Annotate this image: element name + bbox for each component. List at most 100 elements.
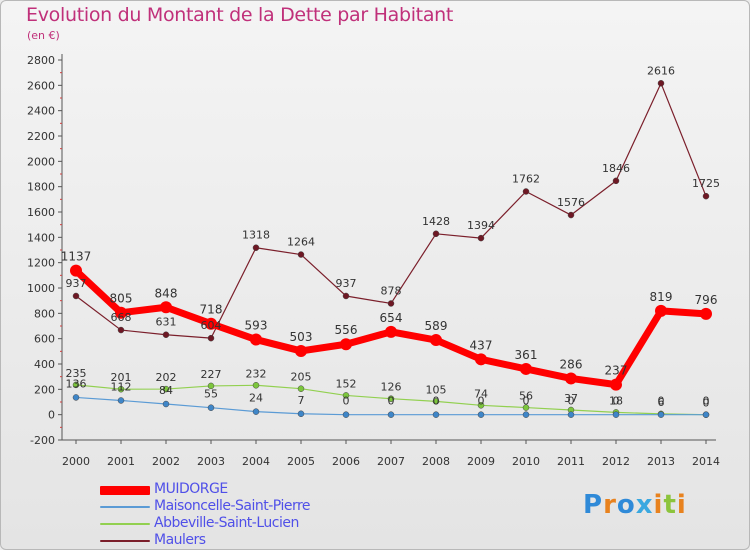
data-point: [342, 392, 350, 399]
data-label: 0: [523, 395, 530, 408]
data-label: 202: [156, 371, 177, 384]
data-label: 604: [201, 319, 222, 332]
data-label: 668: [111, 311, 132, 324]
data-point: [477, 234, 485, 242]
chart-subtitle: (en €): [27, 29, 60, 42]
x-tick-label: 2007: [377, 455, 405, 468]
data-point: [297, 251, 305, 258]
data-point: [72, 381, 80, 389]
data-label: 1318: [242, 229, 270, 242]
data-point: [520, 362, 532, 375]
data-label: 1576: [557, 196, 585, 209]
data-point: [117, 385, 125, 393]
x-tick-label: 2001: [107, 455, 135, 468]
data-label: 56: [519, 390, 533, 403]
logo-letter: x: [635, 490, 654, 520]
x-tick-label: 2003: [197, 455, 225, 468]
data-label: 37: [564, 392, 578, 405]
data-point: [477, 411, 485, 418]
data-label: 201: [111, 371, 132, 384]
y-tick-label: -200: [30, 434, 55, 447]
data-label: 2616: [647, 64, 675, 77]
data-point: [432, 411, 440, 418]
data-label: 589: [425, 319, 448, 333]
data-point: [565, 372, 577, 385]
legend-swatch: [100, 506, 150, 508]
data-point: [117, 397, 125, 404]
data-label: 205: [291, 371, 312, 384]
y-tick-label: 2400: [27, 105, 55, 118]
data-label: 819: [650, 290, 673, 304]
data-point: [207, 382, 215, 390]
data-label: 152: [336, 377, 357, 390]
data-label: 18: [609, 394, 623, 407]
y-tick-label: 400: [34, 358, 55, 371]
data-label: 0: [478, 395, 485, 408]
y-tick-label: 1000: [27, 282, 55, 295]
x-tick-label: 2012: [602, 455, 630, 468]
data-label: 437: [470, 338, 493, 352]
logo-letter: P: [583, 490, 604, 520]
legend-swatch: [100, 523, 150, 525]
chart-legend: MUIDORGE Maisoncelle-Saint-Pierre Abbevill…: [100, 481, 360, 550]
data-point: [657, 411, 665, 418]
x-tick-label: 2006: [332, 455, 360, 468]
data-label: 232: [246, 367, 267, 380]
y-tick-label: 0: [48, 409, 55, 422]
data-label: 937: [336, 277, 357, 290]
legend-label: MUIDORGE: [154, 481, 228, 497]
x-tick-label: 2014: [692, 455, 720, 468]
y-tick-label: 800: [34, 307, 55, 320]
data-label: 84: [159, 384, 173, 397]
data-point: [612, 411, 620, 418]
data-label: 0: [703, 395, 710, 408]
data-label: 136: [66, 377, 87, 390]
data-label: 848: [155, 286, 178, 300]
data-point: [250, 333, 262, 346]
data-label: 0: [568, 395, 575, 408]
data-label: 1846: [602, 162, 630, 175]
data-point: [432, 230, 440, 238]
data-point: [207, 404, 215, 411]
data-label: 235: [66, 367, 87, 380]
data-point: [387, 300, 395, 307]
data-label: 1137: [61, 250, 92, 264]
data-label: 1428: [422, 215, 450, 228]
data-label: 0: [658, 395, 665, 408]
data-point: [72, 394, 80, 401]
data-label: 718: [200, 303, 223, 317]
data-label: 0: [703, 397, 710, 410]
legend-label: Abbeville-Saint-Lucien: [154, 515, 299, 531]
data-label: 556: [335, 323, 358, 337]
y-tick-label: 600: [34, 333, 55, 346]
chart-title: Evolution du Montant de la Dette par Hab…: [26, 4, 454, 26]
x-tick-label: 2011: [557, 455, 585, 468]
data-point: [387, 395, 395, 402]
data-label: 6: [658, 396, 665, 409]
legend-item: Maisoncelle-Saint-Pierre: [100, 498, 360, 516]
data-label: 1264: [287, 236, 315, 249]
data-label: 1762: [512, 172, 540, 185]
data-label: 74: [474, 387, 488, 400]
data-point: [612, 177, 620, 185]
data-point: [162, 385, 170, 393]
proxiti-logo: Proxiti: [583, 490, 687, 520]
data-point: [522, 404, 530, 411]
data-label: 361: [515, 348, 538, 362]
data-point: [655, 304, 667, 317]
data-point: [205, 317, 217, 330]
y-tick-label: 1600: [27, 206, 55, 219]
data-point: [567, 211, 575, 219]
data-point: [522, 411, 530, 418]
data-point: [207, 334, 215, 342]
data-label: 55: [204, 388, 218, 401]
data-point: [160, 301, 172, 314]
data-point: [162, 331, 170, 338]
data-point: [70, 264, 82, 277]
logo-letter: r: [603, 490, 617, 520]
data-label: 654: [380, 311, 403, 325]
x-tick-label: 2010: [512, 455, 540, 468]
legend-label: Maulers: [154, 532, 206, 548]
data-label: 0: [343, 395, 350, 408]
